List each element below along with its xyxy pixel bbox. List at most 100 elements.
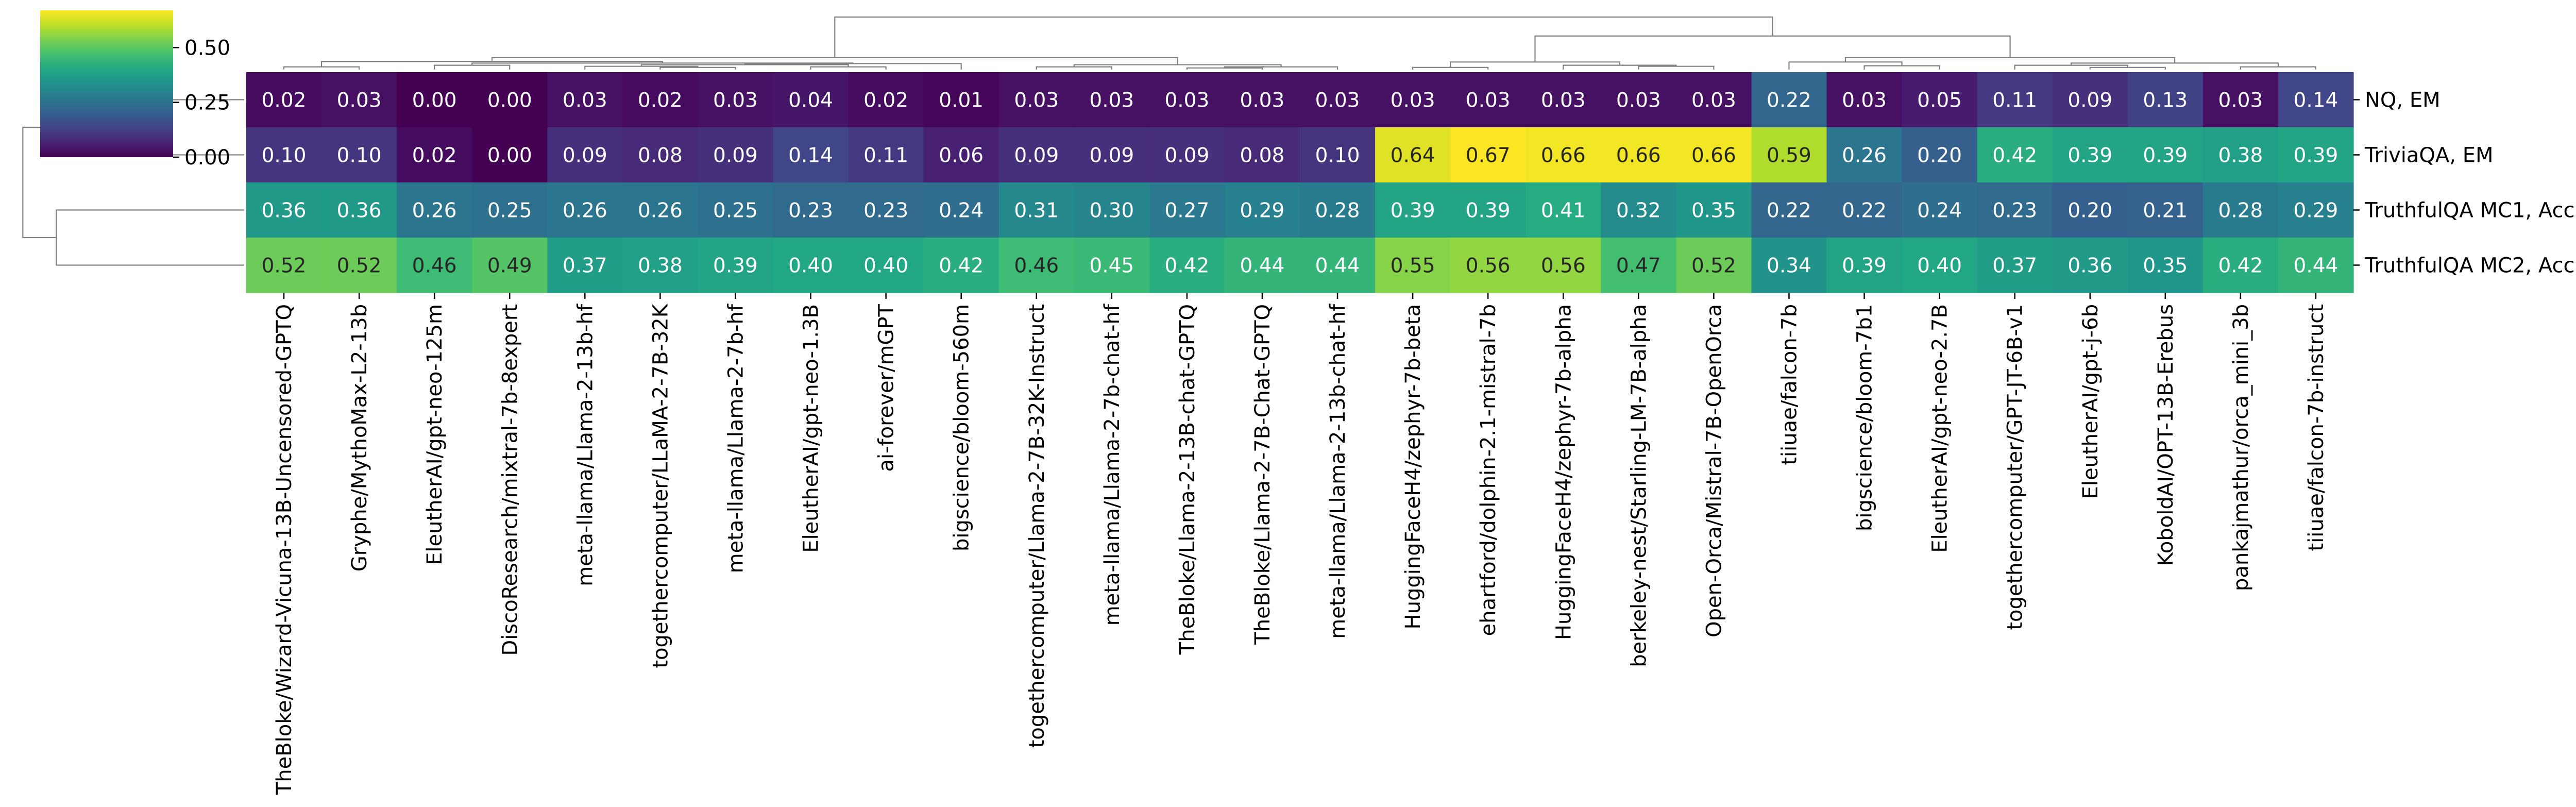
cell-value-label: 0.22: [1842, 199, 1887, 223]
cell-value-label: 0.14: [2294, 89, 2338, 112]
heatmap-cell: [1450, 182, 1526, 238]
cell-value-label: 0.10: [337, 144, 382, 167]
cell-value-label: 0.49: [487, 255, 532, 278]
cell-value-label: 0.02: [262, 89, 307, 112]
cell-value-label: 0.23: [1992, 199, 2037, 223]
heatmap-cell: [1751, 238, 1827, 293]
heatmap-cell: [1601, 182, 1676, 238]
heatmap-cell: [923, 238, 999, 293]
column-label: TheBloke/Llama-2-7B-Chat-GPTQ: [1251, 304, 1275, 645]
heatmap-cell: [1977, 72, 2053, 128]
heatmap-cell: [1074, 127, 1150, 183]
heatmap-cell: [2278, 182, 2354, 238]
heatmap-cell: [1224, 182, 1300, 238]
column-dendrogram-link: [834, 16, 1773, 58]
heatmap-cell: [1224, 238, 1300, 293]
cell-value-label: 0.09: [2067, 89, 2112, 112]
cell-value-label: 0.03: [1616, 89, 1661, 112]
heatmap-cell: [1676, 127, 1752, 183]
cell-value-label: 0.03: [337, 89, 382, 112]
heatmap-cell: [998, 127, 1075, 183]
heatmap-cell: [1977, 182, 2053, 238]
heatmap-cell: [1074, 182, 1150, 238]
heatmap-cell: [698, 238, 774, 293]
heatmap-cell: [1601, 238, 1676, 293]
heatmap-cell: [1526, 127, 1601, 183]
heatmap-cell: [1902, 182, 1978, 238]
cell-value-label: 0.09: [1014, 144, 1059, 167]
cell-value-label: 0.09: [563, 144, 607, 167]
heatmap-cell: [1375, 238, 1451, 293]
heatmap-cell: [1300, 238, 1376, 293]
colorbar-tick-label: 0.25: [184, 91, 230, 115]
cell-value-label: 0.46: [412, 255, 457, 278]
heatmap-cell: [246, 182, 322, 238]
column-label: tiiuae/falcon-7b-instruct: [2304, 304, 2328, 551]
cell-value-label: 0.02: [412, 144, 457, 167]
cell-value-label: 0.56: [1541, 255, 1586, 278]
heatmap-cell: [2127, 182, 2204, 238]
cell-value-label: 0.41: [1541, 199, 1586, 223]
column-dendrogram-link: [283, 66, 360, 70]
column-dendrogram-link: [659, 66, 736, 70]
cell-value-label: 0.42: [939, 255, 984, 278]
cell-value-label: 0.39: [2294, 144, 2338, 167]
heatmap-cell: [1149, 238, 1225, 293]
column-label: tiiuae/falcon-7b: [1777, 304, 1801, 465]
cell-value-label: 0.24: [1917, 199, 1962, 223]
colorbar-gradient: [40, 10, 173, 157]
heatmap-cell: [397, 182, 472, 238]
heatmap-cell: [1826, 238, 1903, 293]
heatmap-cell: [1375, 127, 1451, 183]
cell-value-label: 0.35: [1691, 199, 1736, 223]
cell-value-label: 0.55: [1391, 255, 1435, 278]
heatmap-cell: [2052, 182, 2128, 238]
heatmap-cell: [1149, 127, 1225, 183]
cell-value-label: 0.39: [2143, 144, 2188, 167]
cell-value-label: 0.66: [1541, 144, 1586, 167]
cell-value-label: 0.22: [1767, 89, 1811, 112]
cell-value-label: 0.42: [2218, 255, 2263, 278]
cell-value-label: 0.10: [1315, 144, 1360, 167]
cell-value-label: 0.67: [1466, 144, 1511, 167]
cell-value-label: 0.36: [262, 199, 307, 223]
heatmap-cell: [321, 72, 397, 128]
heatmap-cell: [2127, 72, 2204, 128]
heatmap-cell: [472, 72, 548, 128]
cell-value-label: 0.29: [2294, 199, 2338, 223]
heatmap-cell: [1375, 182, 1451, 238]
cell-value-label: 0.08: [638, 144, 683, 167]
heatmap-cell: [1149, 72, 1225, 128]
column-dendrogram-link: [434, 64, 511, 70]
heatmap-cell: [1601, 72, 1676, 128]
cell-value-label: 0.44: [2294, 255, 2338, 278]
heatmap-cell: [1751, 127, 1827, 183]
heatmap-cell: [1526, 72, 1601, 128]
cell-value-label: 0.03: [563, 89, 607, 112]
heatmap-cell: [1751, 182, 1827, 238]
column-label: TheBloke/Wizard-Vicuna-13B-Uncensored-GP…: [273, 304, 296, 795]
column-label: EleutherAI/gpt-j-6b: [2079, 304, 2103, 499]
column-label: TheBloke/Llama-2-13B-chat-GPTQ: [1176, 304, 1199, 655]
heatmap-cell: [1826, 127, 1903, 183]
column-label: EleutherAI/gpt-neo-125m: [423, 304, 447, 565]
heatmap-cell: [2052, 238, 2128, 293]
column-dendrogram-link: [1863, 65, 1940, 70]
cell-value-label: 0.38: [2218, 144, 2263, 167]
heatmap-cell: [1902, 127, 1978, 183]
column-label: ai-forever/mGPT: [875, 304, 899, 472]
heatmap-cell: [2278, 127, 2354, 183]
heatmap-cell: [1751, 72, 1827, 128]
heatmap-cell: [1601, 127, 1676, 183]
column-label: EleutherAI/gpt-neo-1.3B: [800, 304, 823, 553]
cell-value-label: 0.11: [863, 144, 908, 167]
cell-value-label: 0.21: [2143, 199, 2188, 223]
cell-value-label: 0.22: [1767, 199, 1811, 223]
heatmap-cell: [1149, 182, 1225, 238]
heatmap-cell: [1074, 238, 1150, 293]
cell-value-label: 0.31: [1014, 199, 1059, 223]
heatmap-cell: [472, 127, 548, 183]
heatmap-cell: [1224, 72, 1300, 128]
cell-value-label: 0.52: [1691, 255, 1736, 278]
